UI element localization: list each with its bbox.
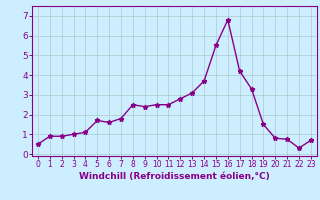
X-axis label: Windchill (Refroidissement éolien,°C): Windchill (Refroidissement éolien,°C)	[79, 172, 270, 181]
